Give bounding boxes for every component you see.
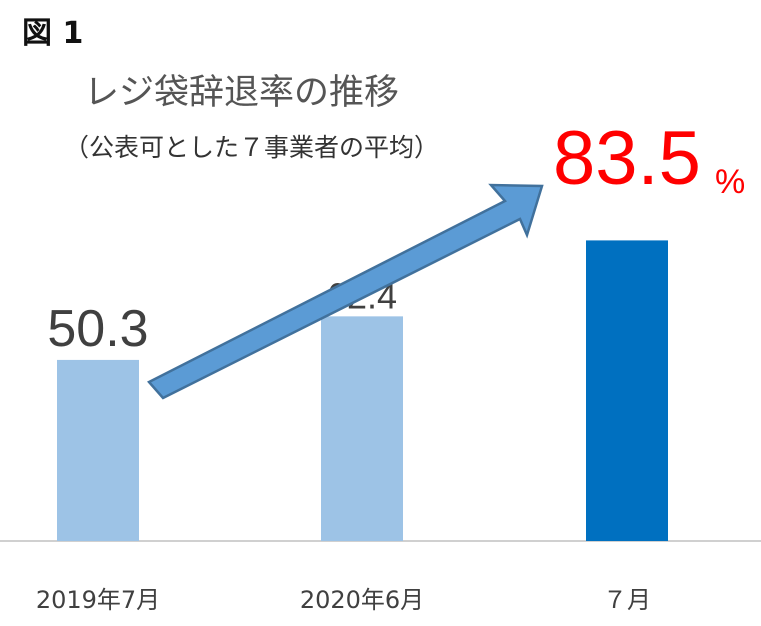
value-label-3: 83.5 [553, 116, 701, 201]
category-label-1: 2019年7月 [36, 586, 160, 614]
category-label-2: 2020年6月 [300, 586, 424, 614]
chart-title: レジ袋辞退率の推移 [84, 73, 400, 113]
percent-unit: % [715, 163, 745, 201]
category-label-3: ７月 [603, 586, 651, 614]
trend-arrow [147, 183, 544, 400]
bar-2 [321, 316, 403, 541]
value-label-1: 50.3 [47, 300, 148, 358]
bar-1 [57, 359, 139, 541]
chart-subtitle: （公表可とした７事業者の平均） [64, 133, 440, 162]
bar-3 [586, 240, 668, 541]
figure-label: 図 1 [22, 16, 84, 51]
